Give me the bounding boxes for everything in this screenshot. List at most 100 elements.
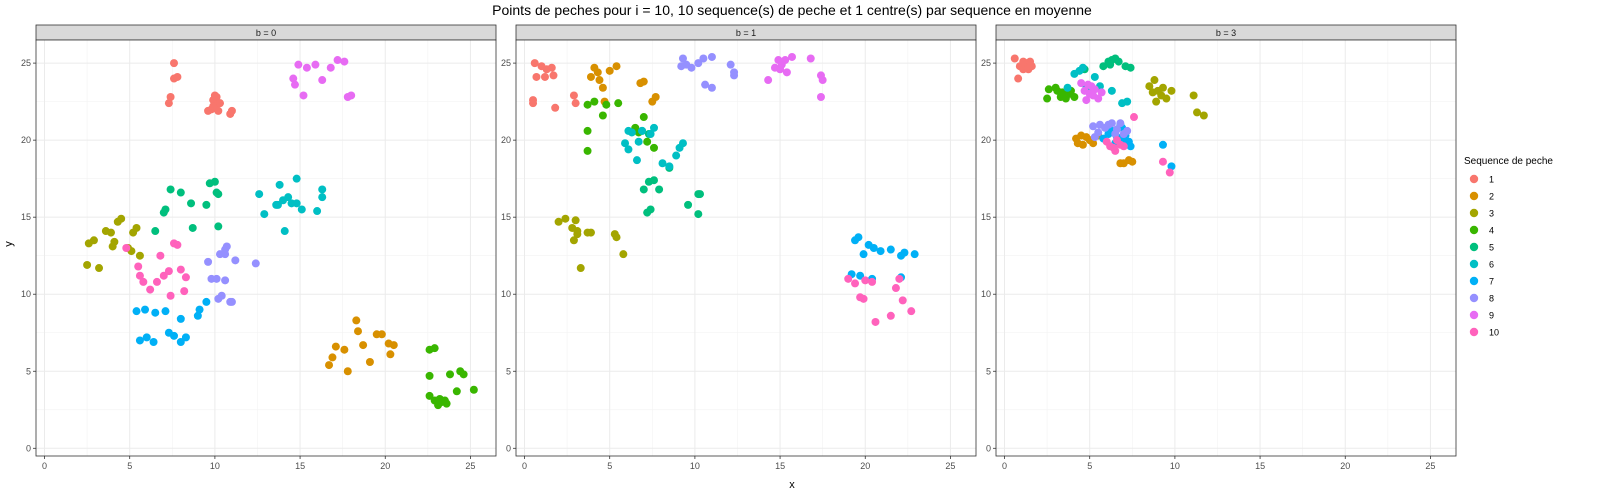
point-seq-7 (1126, 142, 1135, 151)
point-seq-5 (1106, 60, 1115, 69)
point-seq-1 (227, 106, 236, 115)
point-seq-1 (571, 99, 580, 108)
point-seq-6 (273, 200, 282, 209)
point-seq-3 (95, 264, 104, 273)
point-seq-5 (655, 185, 664, 194)
point-seq-9 (1077, 79, 1086, 88)
y-tick-label: 5 (26, 366, 31, 376)
point-seq-2 (328, 353, 337, 362)
point-seq-2 (1128, 157, 1137, 166)
point-seq-10 (180, 287, 189, 296)
point-seq-2 (593, 68, 602, 77)
point-seq-8 (222, 242, 231, 251)
point-seq-6 (678, 139, 687, 148)
point-seq-10 (1119, 142, 1128, 151)
x-axis-title: x (789, 479, 795, 491)
y-tick-label: 15 (21, 212, 31, 222)
panel-border (995, 39, 1457, 457)
point-seq-7 (151, 308, 160, 317)
point-seq-8 (1116, 119, 1125, 128)
point-seq-1 (164, 99, 173, 108)
point-seq-3 (117, 214, 126, 223)
y-tick-label: 0 (986, 443, 991, 453)
point-seq-10 (844, 274, 853, 283)
point-seq-1 (547, 63, 556, 72)
point-seq-2 (651, 93, 660, 102)
point-seq-5 (214, 222, 223, 231)
legend-key-6 (1469, 259, 1479, 269)
point-seq-4 (452, 387, 461, 396)
point-seq-2 (389, 341, 398, 350)
x-tick-label: 15 (775, 461, 785, 471)
point-seq-6 (672, 151, 681, 160)
point-seq-1 (1014, 74, 1023, 83)
point-seq-6 (1063, 83, 1072, 92)
y-tick-label: 20 (501, 135, 511, 145)
point-seq-1 (209, 102, 218, 111)
gridlines (996, 40, 1456, 456)
point-seq-9 (782, 68, 791, 77)
point-seq-3 (106, 228, 115, 237)
point-seq-4 (446, 370, 454, 379)
point-seq-8 (217, 291, 226, 300)
point-seq-5 (188, 223, 197, 232)
point-seq-5 (202, 200, 211, 209)
point-seq-4 (430, 344, 439, 353)
point-seq-5 (650, 176, 658, 185)
point-seq-3 (561, 214, 570, 223)
x-tick-label: 0 (522, 461, 527, 471)
point-seq-3 (135, 251, 144, 260)
point-seq-10 (176, 265, 185, 274)
point-seq-6 (318, 193, 327, 202)
point-seq-1 (216, 99, 224, 108)
legend-key-4 (1469, 225, 1479, 235)
point-seq-5 (161, 205, 170, 214)
point-seq-4 (442, 399, 451, 408)
y-tick-label: 10 (21, 289, 31, 299)
point-seq-8 (730, 71, 739, 80)
point-seq-1 (1027, 62, 1036, 71)
point-seq-7 (1158, 140, 1167, 149)
point-seq-8 (707, 52, 716, 61)
point-seq-9 (816, 93, 825, 102)
y-tick-label: 10 (501, 289, 511, 299)
panel-border (515, 39, 977, 457)
point-seq-2 (343, 367, 352, 376)
legend-label-6: 6 (1489, 260, 1494, 270)
y-tick-label: 25 (981, 58, 991, 68)
point-seq-8 (204, 257, 213, 266)
point-seq-2 (359, 341, 368, 350)
y-tick-label: 10 (981, 289, 991, 299)
point-seq-3 (83, 260, 92, 269)
point-seq-3 (569, 236, 578, 245)
point-seq-2 (605, 66, 614, 75)
point-seq-7 (149, 337, 158, 346)
point-seq-8 (687, 63, 696, 72)
point-seq-8 (726, 60, 735, 69)
point-seq-3 (619, 250, 628, 259)
point-seq-5 (176, 188, 185, 197)
point-seq-7 (869, 244, 878, 252)
point-seq-4 (1053, 86, 1062, 95)
point-seq-1 (532, 72, 541, 81)
point-seq-3 (110, 237, 119, 246)
point-seq-7 (170, 331, 178, 340)
point-seq-7 (886, 245, 895, 254)
point-seq-9 (781, 56, 790, 65)
x-tick-label: 10 (1170, 461, 1180, 471)
x-tick-label: 10 (210, 461, 220, 471)
legend-key-10 (1469, 327, 1479, 337)
point-seq-8 (701, 80, 710, 89)
legend-key-8 (1469, 293, 1479, 303)
y-axis-title: y (3, 241, 15, 247)
point-seq-6 (1078, 63, 1087, 72)
point-seq-6 (1123, 97, 1132, 106)
point-seq-3 (1193, 108, 1202, 117)
point-seq-9 (302, 63, 311, 72)
x-tick-label: 20 (1340, 461, 1350, 471)
point-seq-9 (290, 80, 299, 89)
point-seq-8 (1089, 122, 1098, 131)
point-seq-1 (212, 93, 221, 102)
point-seq-10 (173, 240, 182, 249)
point-seq-8 (699, 54, 708, 63)
